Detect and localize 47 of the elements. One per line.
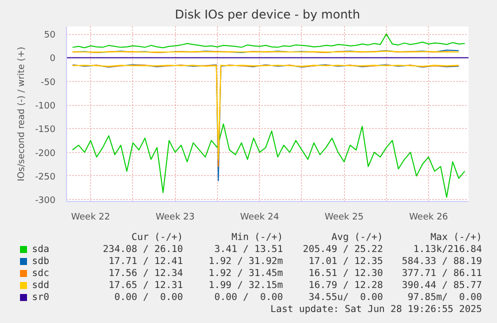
text: 97.85m/ 0.00 bbox=[408, 292, 482, 303]
text: Min (-/+) bbox=[232, 232, 283, 243]
y-tick-label: -100 bbox=[35, 102, 56, 112]
legend-label: sdb bbox=[32, 256, 50, 267]
legend-label: sdd bbox=[32, 280, 50, 291]
x-tick-label: Week 25 bbox=[324, 212, 364, 222]
y-tick-label: -200 bbox=[35, 148, 56, 159]
text: 3.41 / 13.51 bbox=[214, 244, 283, 255]
y-tick-label: 0 bbox=[50, 54, 56, 64]
text: 1.99 / 32.15m bbox=[208, 280, 283, 291]
text: 17.71 / 12.41 bbox=[108, 256, 183, 267]
x-tick-label: Week 22 bbox=[71, 212, 110, 222]
legend-label: sr0 bbox=[32, 292, 50, 303]
text: 17.65 / 12.31 bbox=[108, 280, 183, 291]
text: 34.55u/ 0.00 bbox=[308, 292, 383, 303]
text: 0.00 / 0.00 bbox=[114, 292, 183, 303]
legend-label: sdc bbox=[32, 268, 50, 279]
text: 390.44 / 85.77 bbox=[402, 280, 482, 291]
text: Max (-/+) bbox=[430, 232, 482, 243]
text: 1.92 / 31.92m bbox=[208, 256, 283, 267]
x-tick-label: Week 26 bbox=[409, 212, 448, 222]
text: Last update: Sat Jun 28 19:26:55 2025 bbox=[270, 304, 482, 315]
text: 1.13k/216.84 bbox=[413, 244, 482, 255]
text: 205.49 / 25.22 bbox=[302, 244, 383, 255]
y-tick-label: -250 bbox=[35, 172, 56, 182]
line-series bbox=[72, 123, 466, 198]
y-tick-label: -300 bbox=[35, 196, 56, 206]
text: Cur (-/+) bbox=[132, 232, 183, 243]
y-tick-label: 50 bbox=[44, 30, 56, 41]
text: 16.51 / 12.30 bbox=[308, 268, 383, 279]
x-tick-label: Week 24 bbox=[240, 212, 280, 222]
text: 0.00 / 0.00 bbox=[214, 292, 283, 303]
text: 17.56 / 12.34 bbox=[108, 268, 183, 279]
text: 234.08 / 26.10 bbox=[102, 244, 183, 255]
text: 377.71 / 86.11 bbox=[402, 268, 482, 279]
y-axis-title: IOs/second read (-) / write (+) bbox=[17, 46, 28, 182]
text: 16.79 / 12.28 bbox=[308, 280, 383, 291]
x-tick-label: Week 23 bbox=[156, 212, 195, 222]
y-tick-label: -150 bbox=[35, 125, 56, 136]
chart-title: Disk IOs per device - by month bbox=[174, 8, 360, 22]
text: Avg (-/+) bbox=[332, 232, 383, 243]
text: 584.33 / 88.19 bbox=[402, 256, 482, 267]
text: 1.92 / 31.45m bbox=[208, 268, 283, 279]
text: 17.01 / 12.35 bbox=[308, 256, 383, 267]
line-series bbox=[72, 34, 466, 48]
legend-label: sda bbox=[32, 244, 50, 255]
y-tick-label: -50 bbox=[40, 78, 56, 88]
